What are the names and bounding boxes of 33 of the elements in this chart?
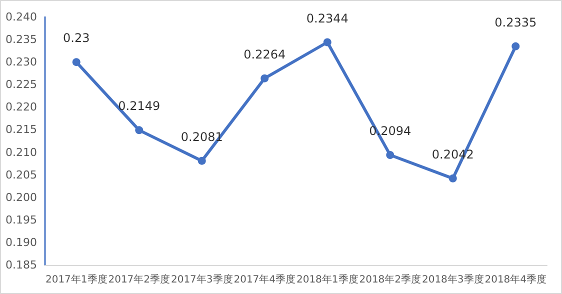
point [512,42,520,50]
y-tick-label: 0.195 [6,213,37,226]
point [72,58,80,66]
point [386,150,394,159]
point [323,38,332,46]
point [198,156,206,165]
y-tick-label: 0.220 [6,100,37,114]
data-label: 0.2344 [306,11,348,26]
data-label: 0.2149 [118,99,160,114]
x-tick-label: 2018年3季度 [422,274,484,286]
y-tick-label: 0.200 [6,190,37,204]
x-tick-label: 2018年2季度 [359,274,422,286]
x-tick-label: 2017年1季度 [45,274,108,286]
point [260,74,269,82]
data-label: 0.23 [63,31,90,46]
y-tick-label: 0.225 [6,78,37,92]
x-tick-label: 2018年4季度 [484,274,547,286]
y-tick-label: 0.240 [6,10,37,24]
point [135,126,144,134]
y-tick-label: 0.235 [6,33,37,46]
y-tick-label: 0.190 [6,236,37,249]
point [448,174,457,182]
y-tick-label: 0.230 [6,56,37,69]
y-tick-label: 0.210 [6,146,37,159]
data-label: 0.2264 [244,47,286,62]
data-label: 0.2335 [494,15,537,30]
x-tick-label: 2017年3季度 [170,274,233,286]
x-tick-label: 2017年2季度 [108,274,170,286]
x-tick-label: 2017年4季度 [234,274,296,286]
y-tick-label: 0.205 [6,168,37,182]
x-tick-label: 2018年1季度 [296,274,358,286]
y-tick-label: 0.185 [6,258,37,272]
y-tick-label: 0.215 [6,123,37,136]
